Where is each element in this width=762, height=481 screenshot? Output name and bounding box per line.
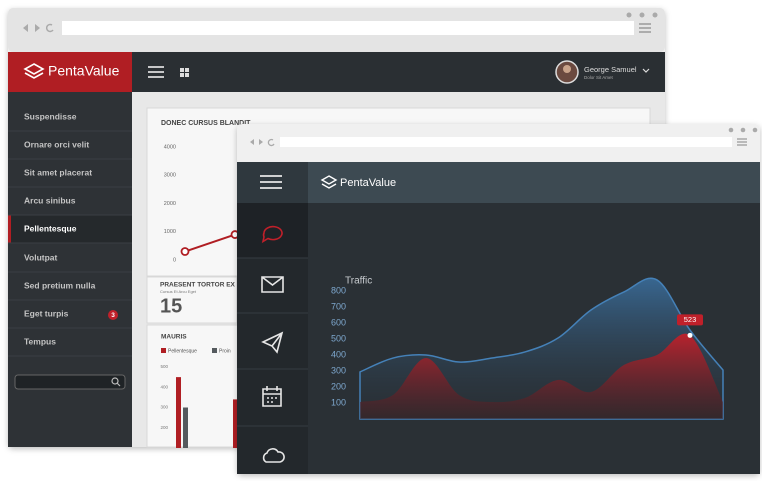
- sidebar-item[interactable]: Suspendisse: [24, 111, 77, 121]
- logo-icon: [320, 175, 338, 189]
- y-tick-label: 600: [331, 317, 346, 327]
- nav-arrows[interactable]: [250, 139, 263, 145]
- chart-title: Traffic: [345, 276, 372, 287]
- grid-toggle[interactable]: [180, 68, 189, 77]
- sidebar-item[interactable]: Ornare orci velit: [24, 139, 89, 149]
- bar: [233, 399, 238, 448]
- stat-title: PRAESENT TORTOR EX: [160, 282, 236, 289]
- y-tick-label: 1000: [164, 229, 176, 235]
- address-bar[interactable]: [62, 21, 634, 35]
- icon-separators: [237, 257, 308, 427]
- y-tick-label: 200: [331, 381, 346, 391]
- y-tick-label: 200: [160, 425, 168, 430]
- badge-count: 3: [111, 312, 115, 319]
- active-item-bg: [8, 215, 132, 243]
- icon-active-bg: [237, 203, 308, 258]
- reload[interactable]: [267, 138, 275, 147]
- logo-area: [8, 52, 132, 92]
- bar: [183, 407, 188, 448]
- y-tick-label: 300: [160, 405, 168, 410]
- reload[interactable]: [45, 23, 54, 33]
- window-dots: [728, 127, 758, 133]
- y-tick-label: 0: [173, 257, 176, 263]
- back-charts: 0 1000 2000 3000 4000 200 300 400 500 Pellentesqu…: [160, 144, 240, 448]
- sidebar-separators: [8, 130, 132, 357]
- sidebar-item[interactable]: Arcu sinibus: [24, 195, 76, 205]
- search-icon[interactable]: [111, 377, 119, 385]
- value-label: 523: [684, 315, 697, 324]
- y-tick-label: 300: [331, 365, 346, 375]
- front-window: PentaValue Traffic 100 200 300 400 500 600 700…: [237, 124, 760, 474]
- search-box[interactable]: [14, 374, 126, 390]
- y-tick-label: 100: [331, 397, 346, 407]
- brand: PentaValue: [340, 177, 396, 189]
- card-title: DONEC CURSUS BLANDIT: [161, 120, 251, 127]
- y-tick-label: 400: [160, 384, 168, 389]
- legend-label: Proin: [219, 348, 231, 354]
- y-tick-label: 4000: [164, 144, 176, 150]
- traffic-chart: 100 200 300 400 500 600 700 800 523: [331, 277, 724, 420]
- search-icon-handle: [116, 382, 121, 387]
- stat-value: 15: [160, 295, 182, 317]
- legend-swatch: [161, 348, 166, 353]
- y-tick-label: 500: [331, 333, 346, 343]
- active-item-marker: [8, 215, 11, 243]
- user-role: Dolor Sit Amet: [584, 75, 614, 80]
- user-name[interactable]: George Samuel: [584, 65, 637, 74]
- y-tick-label: 800: [331, 285, 346, 295]
- sidebar-item[interactable]: Volutpat: [24, 252, 58, 262]
- y-tick-label: 3000: [164, 173, 176, 179]
- legend-label: Pellentesque: [168, 348, 197, 354]
- cloud-icon[interactable]: [262, 448, 285, 463]
- card-title: MAURIS: [161, 334, 187, 341]
- avatar-face: [563, 65, 571, 73]
- stat-subtitle: Cursus Et Arcu Eget: [160, 289, 197, 294]
- sidebar-item-active[interactable]: Pellentesque: [24, 223, 77, 233]
- point: [180, 247, 190, 256]
- menu-toggle[interactable]: [148, 66, 164, 78]
- chat-icon[interactable]: [261, 225, 283, 244]
- y-tick-label: 400: [331, 349, 346, 359]
- sidebar-item[interactable]: Tempus: [24, 336, 56, 346]
- calendar-icon[interactable]: [262, 386, 282, 407]
- point: [687, 332, 693, 338]
- browser-menu[interactable]: [737, 138, 747, 146]
- y-tick-label: 500: [160, 364, 168, 369]
- area: [360, 333, 723, 419]
- y-tick-label: 2000: [164, 201, 176, 207]
- legend-swatch: [212, 348, 217, 353]
- value-label-bg: [677, 314, 703, 326]
- menu-toggle[interactable]: [260, 175, 282, 189]
- bar: [176, 377, 181, 448]
- brand: PentaValue: [48, 63, 120, 79]
- logo-icon: [23, 63, 45, 79]
- browser-menu[interactable]: [639, 23, 651, 33]
- send-icon[interactable]: [261, 331, 284, 354]
- sidebar-item[interactable]: Sed pretium nulla: [24, 280, 96, 290]
- mail-icon[interactable]: [261, 276, 284, 293]
- user-chevron[interactable]: [642, 68, 650, 73]
- app-header: [237, 162, 760, 203]
- window-dots: [626, 12, 658, 18]
- y-tick-label: 700: [331, 301, 346, 311]
- line: [184, 233, 236, 253]
- sidebar-item[interactable]: Sit amet placerat: [24, 167, 92, 177]
- nav-arrows[interactable]: [23, 24, 40, 32]
- sidebar-item[interactable]: Eget turpis: [24, 308, 69, 318]
- badge: [108, 310, 118, 320]
- address-bar[interactable]: [280, 137, 732, 147]
